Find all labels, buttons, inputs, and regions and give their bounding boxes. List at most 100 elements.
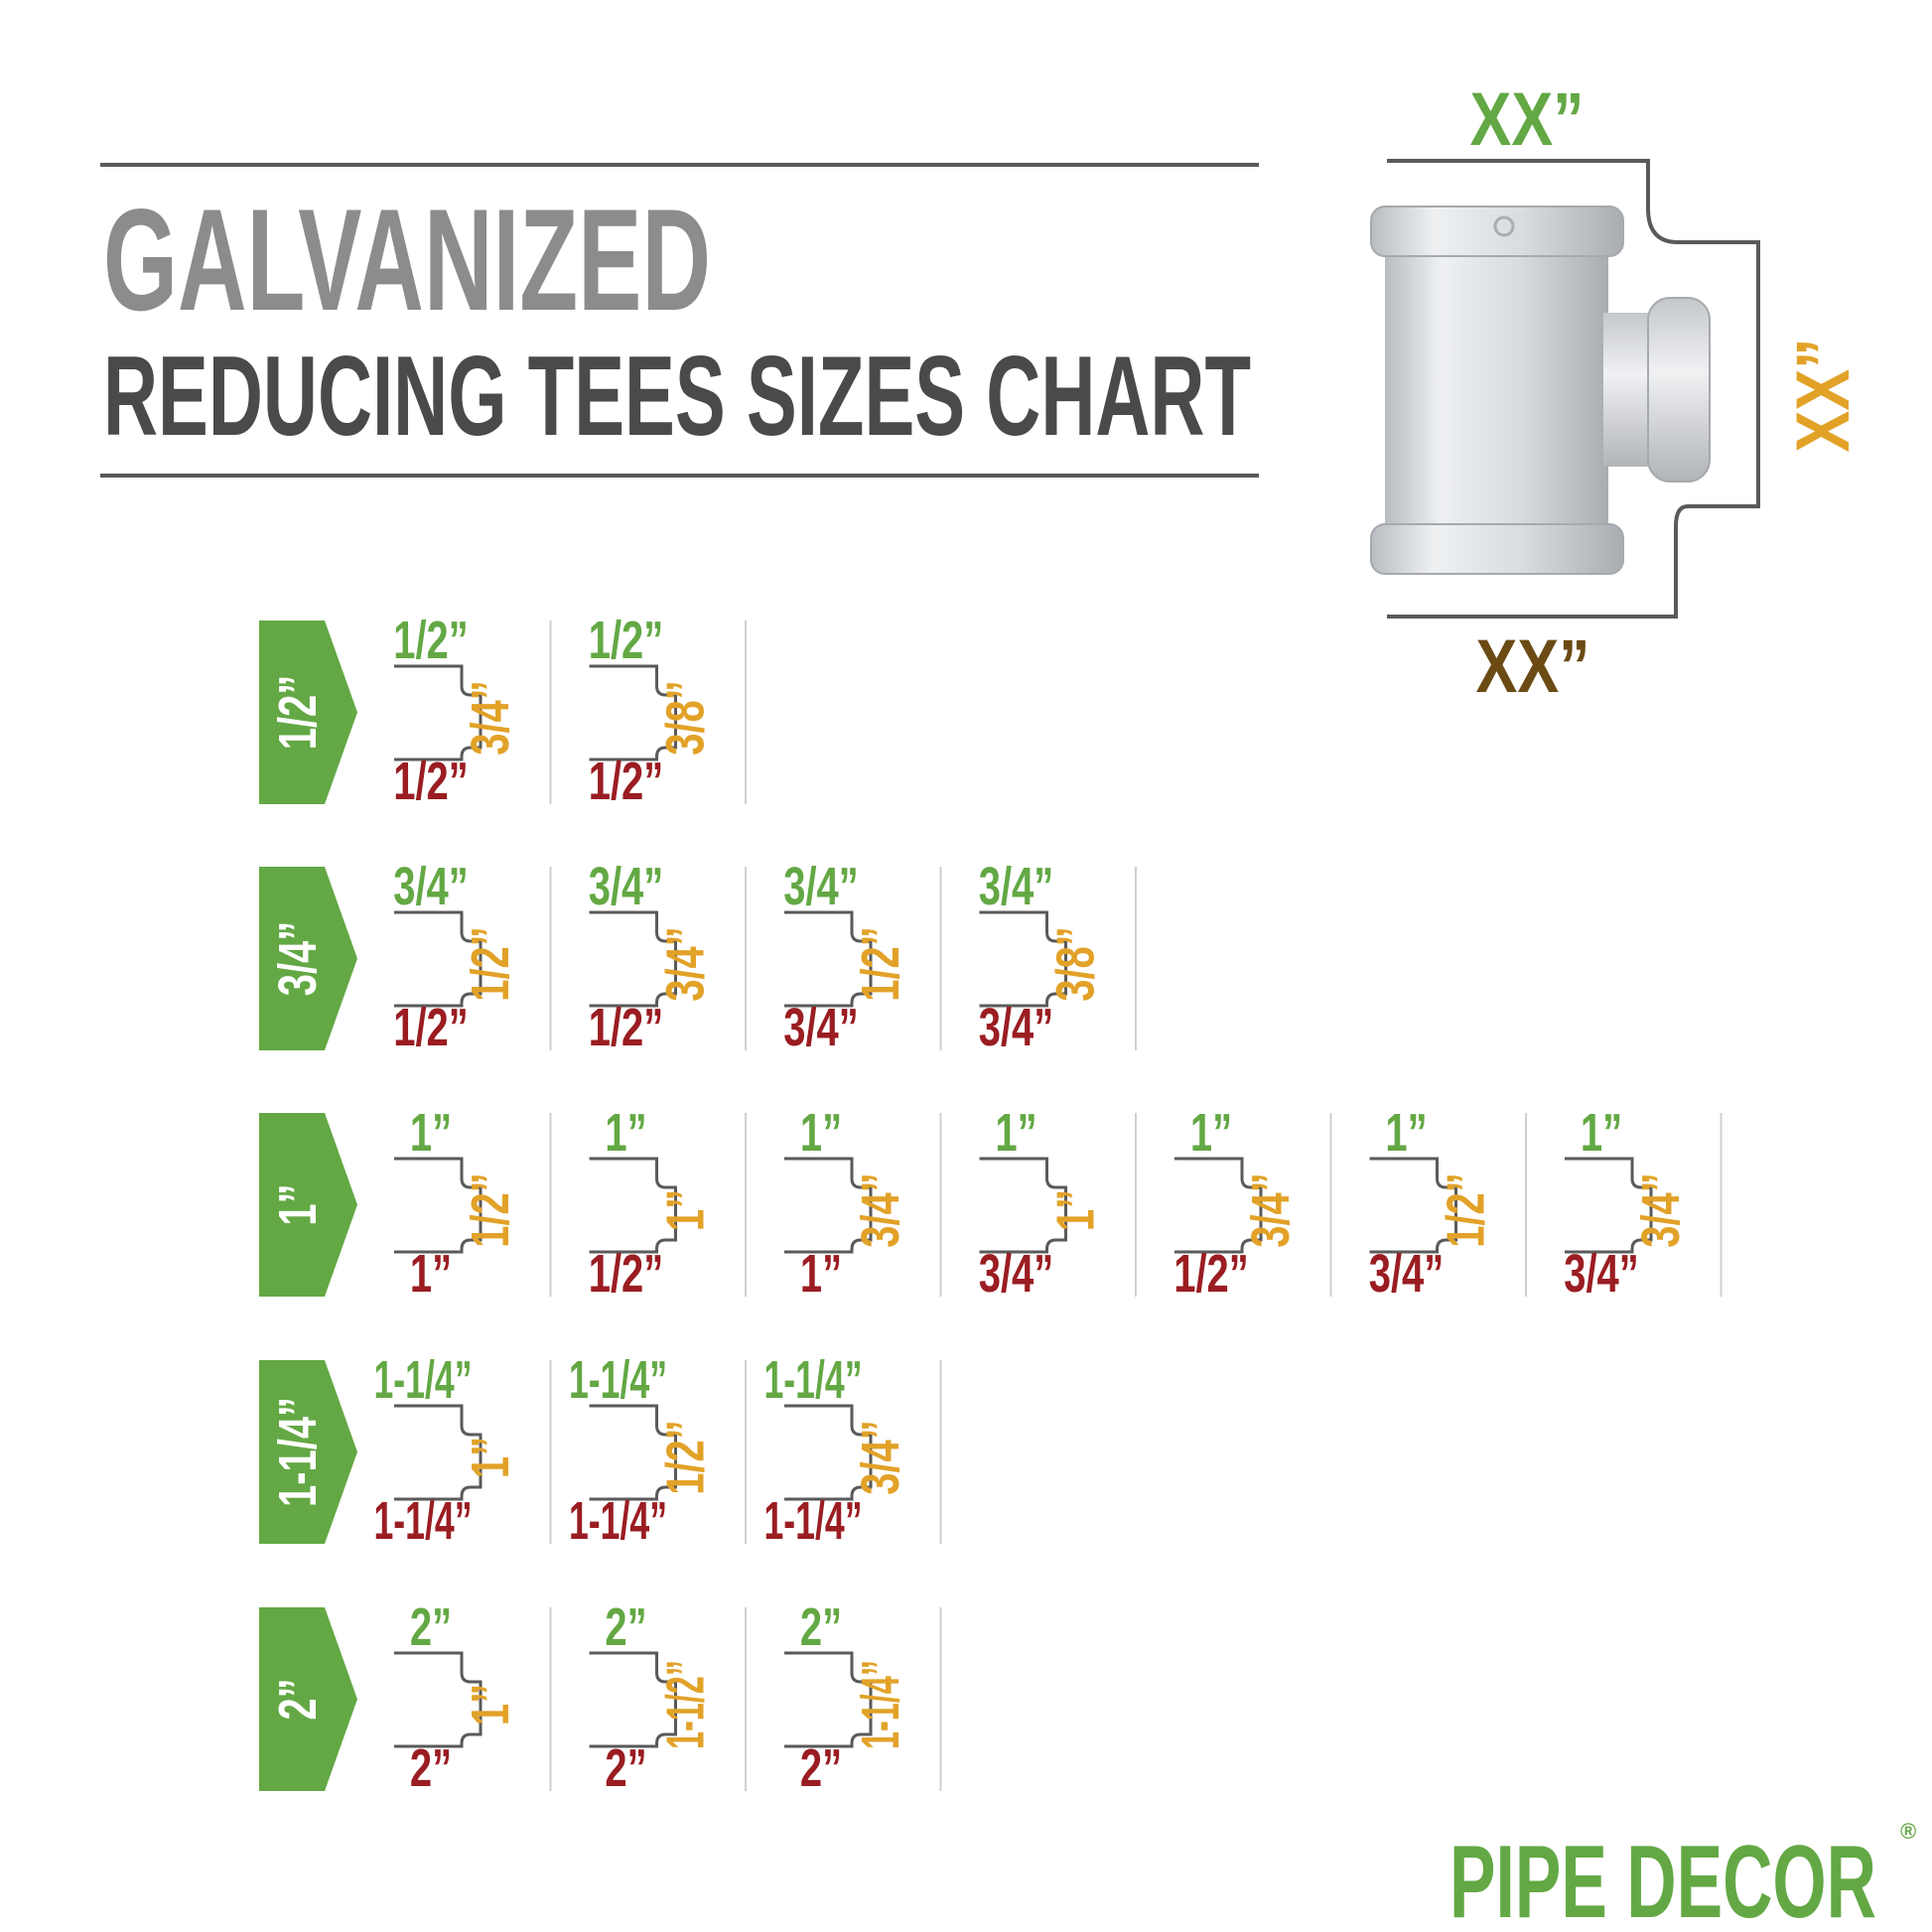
run-inlet-size: 3/4” — [393, 857, 469, 916]
tee-outline — [784, 910, 873, 1008]
run-outlet-size: 1/2” — [393, 752, 469, 811]
run-outlet-size-group: 1/2” — [393, 752, 469, 811]
branch-size: 1-1/2” — [656, 1660, 715, 1749]
run-outlet-size-group: 1/2” — [589, 1244, 664, 1304]
tee-size-cell: 1”1” 1/2” — [589, 1103, 747, 1305]
tee-size-cell: 2”1”2” — [394, 1597, 552, 1799]
run-inlet-size: 1” — [1581, 1103, 1622, 1163]
run-inlet-size-group: 2” — [410, 1597, 452, 1657]
size-row: 2”2”1”2”2”1-1/2”2”2”1-1/4”2” — [259, 1597, 942, 1799]
size-row: 3/4”3/4”1/2”1/2”3/4”3/4”1/2”3/4”1/2”3/4”… — [259, 857, 1137, 1058]
run-inlet-size-group: 2” — [605, 1597, 646, 1657]
logo-text: PIPE DECOR — [1449, 1825, 1876, 1932]
row-size-label: 1” — [268, 1183, 328, 1225]
branch-size-group: 3/4” — [461, 680, 520, 756]
tee-outline — [1565, 1157, 1653, 1254]
run-inlet-size: 1” — [1190, 1103, 1232, 1163]
branch-size: 3/8” — [656, 680, 716, 756]
branch-size-group: 1” — [656, 1189, 716, 1231]
branch-size: 1/2” — [461, 926, 520, 1002]
branch-size: 3/4” — [656, 926, 716, 1002]
branch-size-group: 1/2” — [656, 1420, 716, 1495]
run-outlet-size-group: 3/4” — [979, 998, 1054, 1057]
tee-size-cell: 1-1/4” 1” 1-1/4” — [373, 1350, 552, 1551]
run-outlet-size: 3/4” — [783, 998, 859, 1057]
run-inlet-size-group: 1” — [410, 1103, 452, 1163]
run-inlet-size: 1-1/4” — [569, 1350, 667, 1410]
tee-size-cell: 1”1” 3/4” — [979, 1103, 1137, 1305]
branch-size: 1/2” — [656, 1420, 716, 1495]
run-inlet-size-group: 1” — [800, 1103, 842, 1163]
run-outlet-size-group: 1/2” — [1173, 1244, 1249, 1304]
branch-size: 1” — [1046, 1189, 1106, 1231]
run-inlet-size: 2” — [410, 1597, 452, 1657]
branch-size: 1” — [461, 1684, 520, 1725]
run-inlet-size-group: 3/4” — [783, 857, 859, 916]
run-outlet-size: 1/2” — [393, 998, 469, 1057]
run-inlet-size-group: 1” — [1385, 1103, 1427, 1163]
tee-outline — [394, 1157, 483, 1254]
run-outlet-size-group: 1-1/4” — [373, 1491, 472, 1551]
row-size-label-group: 1-1/4” — [268, 1397, 328, 1507]
tee-outline — [979, 910, 1067, 1008]
branch-size-group: 3/8” — [1046, 926, 1106, 1002]
run-outlet-size: 3/4” — [979, 1244, 1054, 1304]
row-size-label: 2” — [268, 1678, 328, 1720]
row-size-label: 1/2” — [268, 675, 328, 751]
run-inlet-size: 2” — [800, 1597, 842, 1657]
run-inlet-label: XX” — [1470, 77, 1585, 162]
branch-size-group: 1” — [461, 1437, 520, 1478]
tee-size-cell: 3/4”1/2”3/4” — [783, 857, 942, 1058]
size-rows: 1/2”1/2”3/4”1/2”1/2”3/8”1/2”3/4”3/4”1/2”… — [259, 611, 1723, 1799]
branch-size: 1” — [656, 1189, 716, 1231]
row-size-label: 3/4” — [268, 921, 328, 997]
row-size-badge — [259, 1113, 357, 1297]
branch-size: 3/4” — [461, 680, 520, 756]
tee-outline — [784, 1404, 873, 1501]
tee-outline — [1369, 1157, 1457, 1254]
title-line-2: REDUCING TEES SIZES CHART — [103, 334, 1251, 460]
tee-outline — [589, 910, 677, 1008]
run-inlet-size-group: 1-1/4” — [569, 1350, 667, 1410]
run-inlet-size: 1/2” — [393, 611, 469, 670]
logo-registered-mark: ® — [1900, 1819, 1916, 1844]
run-inlet-size-group: 2” — [800, 1597, 842, 1657]
tee-outline — [979, 1157, 1067, 1254]
run-outlet-size: 1-1/4” — [569, 1491, 667, 1551]
branch-size-group: 3/8” — [656, 680, 716, 756]
run-outlet-label: XX” — [1476, 624, 1590, 709]
row-size-badge — [259, 867, 357, 1050]
branch-size: 3/8” — [1046, 926, 1106, 1002]
tee-outline — [589, 664, 677, 761]
row-size-badge — [259, 1607, 357, 1791]
tee-outline — [1174, 1157, 1263, 1254]
tee-size-cell: 1”1/2”3/4” — [1369, 1103, 1527, 1305]
row-size-label-group: 1/2” — [268, 675, 328, 751]
row-size-label-group: 1” — [268, 1183, 328, 1225]
run-outlet-size-group: 3/4” — [979, 1244, 1054, 1304]
pipe-decor-logo: PIPE DECOR ® — [1449, 1819, 1916, 1932]
run-outlet-size-group: 1” — [410, 1244, 452, 1304]
branch-size-group: 1” — [461, 1684, 520, 1725]
run-outlet-size: 3/4” — [1369, 1244, 1445, 1304]
tee-outline — [589, 1157, 677, 1254]
run-outlet-size-group: 2” — [605, 1738, 646, 1798]
reducing-tee-illustration — [1370, 206, 1711, 575]
tee-outline — [589, 1404, 677, 1501]
title-line-1: GALVANIZED — [103, 179, 711, 341]
run-outlet-size-group: 1/2” — [589, 752, 664, 811]
tee-outline — [589, 1651, 677, 1748]
run-outlet-size: 2” — [410, 1738, 452, 1798]
run-outlet-size-group: 3/4” — [1564, 1244, 1639, 1304]
run-outlet-size: 1/2” — [589, 1244, 664, 1304]
run-outlet-size-group: 1/2” — [393, 998, 469, 1057]
tee-size-cell: 2”1-1/4”2” — [784, 1597, 942, 1799]
run-inlet-size-group: 1” — [995, 1103, 1036, 1163]
run-inlet-size: 1” — [1385, 1103, 1427, 1163]
run-outlet-size: 3/4” — [1564, 1244, 1639, 1304]
row-size-badge — [259, 621, 357, 804]
branch-size: 3/4” — [851, 1173, 910, 1248]
tee-size-cell: 3/4”3/4”1/2” — [589, 857, 747, 1058]
size-row: 1”1”1/2”1”1”1”1/2”1”3/4”1”1”1”3/4”1”3/4”… — [259, 1103, 1723, 1305]
tee-size-cell: 1”1/2”1” — [394, 1103, 552, 1305]
